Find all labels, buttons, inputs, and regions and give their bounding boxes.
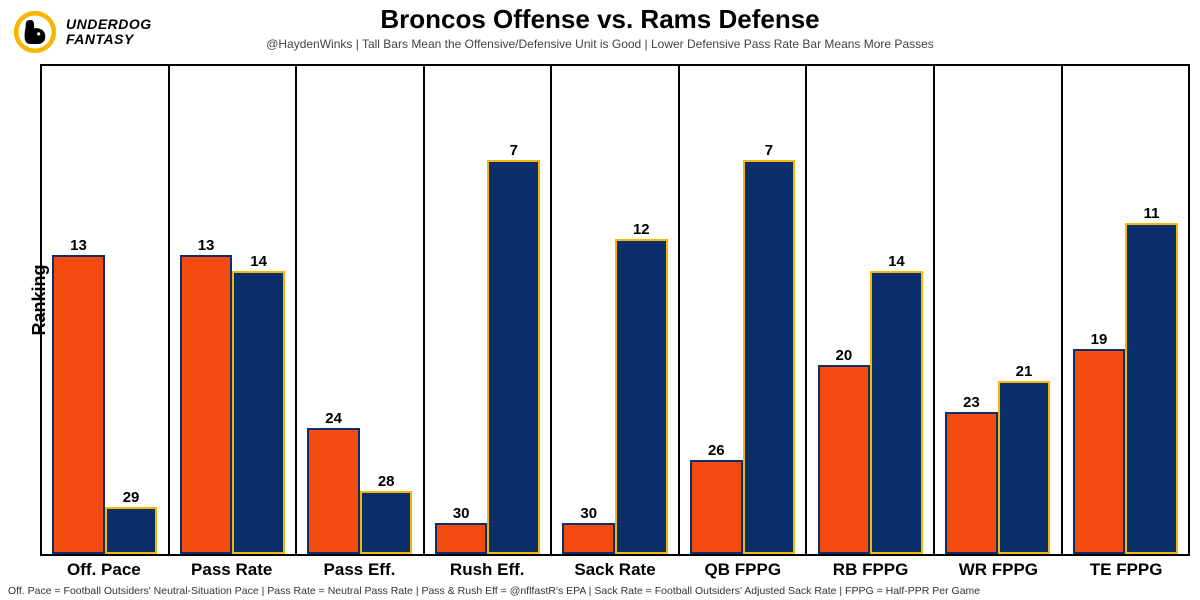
- bar: 14: [870, 271, 923, 554]
- bar: 7: [487, 160, 540, 554]
- bar-value-label: 20: [836, 347, 853, 364]
- bar: 28: [360, 491, 413, 554]
- bar-value-label: 7: [765, 142, 773, 159]
- bar: 14: [232, 271, 285, 554]
- x-tick-label: Pass Rate: [168, 560, 296, 580]
- x-tick-label: Off. Pace: [40, 560, 168, 580]
- bar: 29: [105, 507, 158, 554]
- bar: 13: [180, 255, 233, 554]
- bar: 11: [1125, 223, 1178, 554]
- bar-group: 3012: [552, 66, 680, 554]
- x-axis-labels: Off. PacePass RatePass Eff.Rush Eff.Sack…: [40, 560, 1190, 580]
- bar-group: 2321: [935, 66, 1063, 554]
- bar: 19: [1073, 349, 1126, 554]
- bar: 21: [998, 381, 1051, 554]
- bar-pair: 307: [425, 66, 551, 554]
- bar-value-label: 13: [198, 237, 215, 254]
- bar-group: 307: [425, 66, 553, 554]
- x-tick-label: Sack Rate: [551, 560, 679, 580]
- bar: 26: [690, 460, 743, 554]
- x-tick-label: WR FPPG: [934, 560, 1062, 580]
- bar-group: 2428: [297, 66, 425, 554]
- bar-value-label: 30: [580, 505, 597, 522]
- bar-group: 1314: [170, 66, 298, 554]
- bar-pair: 2428: [297, 66, 423, 554]
- bar: 12: [615, 239, 668, 554]
- x-tick-label: TE FPPG: [1062, 560, 1190, 580]
- bar: 30: [562, 523, 615, 554]
- bar-value-label: 7: [510, 142, 518, 159]
- bar-pair: 2014: [807, 66, 933, 554]
- bar-pair: 1314: [170, 66, 296, 554]
- bar-value-label: 11: [1144, 205, 1160, 222]
- bar-pair: 1911: [1063, 66, 1189, 554]
- bar-value-label: 12: [633, 221, 650, 238]
- bar-value-label: 23: [963, 394, 980, 411]
- logo-line1: UNDERDOG: [66, 17, 152, 32]
- x-tick-label: Rush Eff.: [423, 560, 551, 580]
- bar-group: 1329: [42, 66, 170, 554]
- plot-area: 1329131424283073012267201423211911: [40, 64, 1190, 556]
- bar-group: 267: [680, 66, 808, 554]
- bar: 23: [945, 412, 998, 554]
- bar-group: 2014: [807, 66, 935, 554]
- bar-value-label: 28: [378, 473, 395, 490]
- underdog-logo-icon: [12, 9, 58, 55]
- bar-pair: 3012: [552, 66, 678, 554]
- bar-value-label: 13: [70, 237, 87, 254]
- logo-text: UNDERDOG FANTASY: [66, 17, 152, 46]
- bar-value-label: 26: [708, 442, 725, 459]
- bar-value-label: 30: [453, 505, 470, 522]
- bar-value-label: 21: [1016, 363, 1033, 380]
- bar-group: 1911: [1063, 66, 1189, 554]
- header: UNDERDOG FANTASY: [0, 0, 1200, 58]
- bar-pair: 1329: [42, 66, 168, 554]
- bar: 20: [818, 365, 871, 554]
- bar-value-label: 24: [325, 410, 342, 427]
- bar-groups: 1329131424283073012267201423211911: [42, 66, 1188, 554]
- logo-line2: FANTASY: [66, 32, 152, 47]
- x-tick-label: RB FPPG: [807, 560, 935, 580]
- bar: 7: [743, 160, 796, 554]
- bar: 30: [435, 523, 488, 554]
- bar: 13: [52, 255, 105, 554]
- footnote: Off. Pace = Football Outsiders' Neutral-…: [8, 585, 1192, 597]
- x-tick-label: QB FPPG: [679, 560, 807, 580]
- bar-pair: 2321: [935, 66, 1061, 554]
- bar-value-label: 29: [123, 489, 140, 506]
- bar-value-label: 14: [888, 253, 905, 270]
- bar-value-label: 19: [1091, 331, 1108, 348]
- bar-value-label: 14: [250, 253, 267, 270]
- x-tick-label: Pass Eff.: [296, 560, 424, 580]
- bar-pair: 267: [680, 66, 806, 554]
- bar: 24: [307, 428, 360, 554]
